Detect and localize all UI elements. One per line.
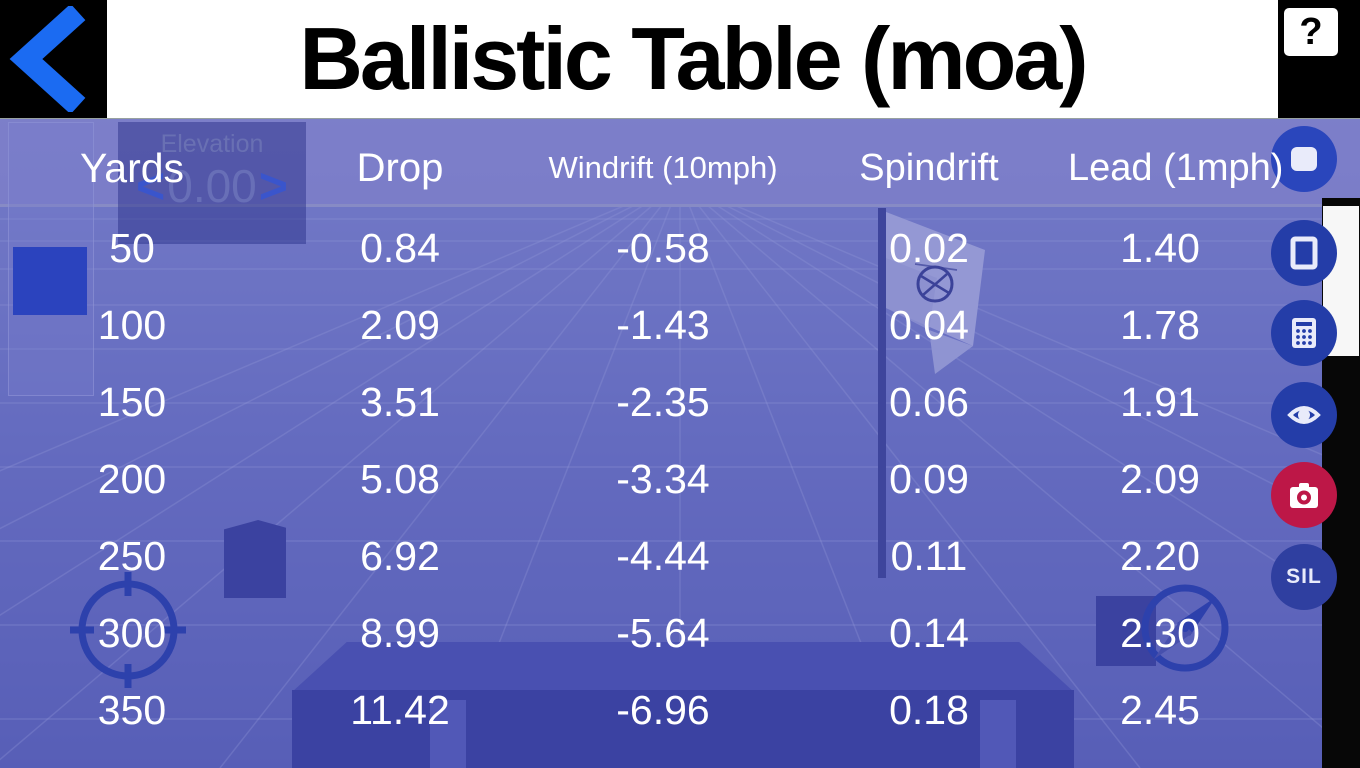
sil-button-label: SIL	[1286, 565, 1322, 588]
help-button[interactable]: ?	[1284, 8, 1338, 56]
camera-icon	[1286, 477, 1322, 513]
title-background: Ballistic Table (moa)	[107, 0, 1278, 118]
overlay-top-line	[0, 117, 1360, 119]
page-title: Ballistic Table (moa)	[299, 9, 1088, 108]
table-overlay-tint	[0, 118, 1360, 768]
camera-button[interactable]	[1271, 462, 1337, 528]
calculator-button[interactable]	[1271, 300, 1337, 366]
sil-button[interactable]: SIL	[1271, 544, 1337, 610]
monitor-button[interactable]	[1271, 126, 1337, 192]
window-button[interactable]	[1271, 220, 1337, 286]
view-button[interactable]	[1271, 382, 1337, 448]
title-bar: Ballistic Table (moa) ?	[0, 0, 1360, 118]
window-icon	[1287, 236, 1321, 270]
monitor-icon	[1287, 142, 1321, 176]
calculator-icon	[1287, 316, 1321, 350]
back-arrow-icon	[9, 3, 86, 115]
back-button[interactable]	[4, 3, 104, 115]
eye-icon	[1286, 398, 1322, 432]
